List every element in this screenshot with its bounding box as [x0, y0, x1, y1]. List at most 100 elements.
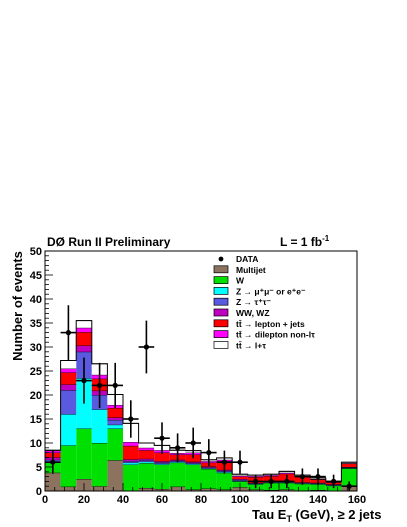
bar-segment	[107, 424, 123, 429]
legend-label: tt̄ → l+τ	[236, 340, 266, 350]
bar-segment	[169, 462, 186, 487]
bar-segment	[154, 464, 170, 490]
data-point	[279, 474, 295, 489]
bar-segment	[138, 443, 155, 448]
bar-stack-layer	[45, 320, 357, 491]
bar-segment	[123, 445, 139, 460]
bar-segment	[154, 463, 170, 465]
data-point	[123, 400, 139, 438]
y-tick-label: 35	[30, 318, 42, 330]
y-tick-label: 45	[30, 270, 42, 282]
x-axis-label-main: Tau E	[252, 507, 287, 522]
legend-label: Multijet	[236, 265, 266, 275]
bar-segment	[60, 360, 77, 369]
data-point	[169, 433, 186, 463]
legend-label: WW, WZ	[236, 308, 270, 318]
bar-segment	[201, 466, 217, 468]
bar-segment	[107, 428, 123, 461]
bar-segment	[76, 327, 92, 333]
bar-segment	[60, 384, 77, 391]
legend-item: tt̄ → lepton + jets	[213, 319, 305, 329]
y-tick-label: 5	[36, 462, 42, 474]
x-tick-label: 160	[348, 494, 366, 506]
y-tick-label: 30	[30, 342, 42, 354]
bar-segment	[247, 489, 264, 491]
data-point	[341, 481, 357, 491]
bar-segment	[154, 452, 170, 462]
data-point	[294, 468, 311, 485]
stack-total-outline	[44, 320, 358, 491]
axes-layer: 0 5 10 15 20 25 30 35 40 45 50 0 20 40 60 80 100 120 140 16…	[30, 246, 366, 506]
bar-segment	[123, 461, 139, 463]
bar-segment	[294, 483, 311, 491]
bar-segment	[201, 467, 217, 469]
legend-label: tt̄ → lepton + jets	[236, 319, 305, 329]
bar-segment	[107, 417, 123, 420]
bar-segment	[107, 407, 123, 418]
bar-segment	[201, 488, 217, 491]
x-tick-label: 100	[231, 494, 249, 506]
y-tick-label: 40	[30, 294, 42, 306]
y-tick-label: 10	[30, 438, 42, 450]
bar-segment	[60, 414, 77, 446]
luminosity-unit-superscript: -1	[322, 234, 330, 243]
luminosity-label: L = 1 fb	[280, 235, 322, 249]
chart-header-right: L = 1 fb-1	[280, 234, 330, 249]
bar-segment	[216, 489, 233, 491]
x-tick-label: 20	[78, 494, 90, 506]
bar-segment	[341, 468, 357, 487]
data-point	[60, 305, 77, 360]
x-axis-label: Tau ET (GeV), ≥ 2 jets	[252, 507, 381, 524]
legend-item: Z → μ⁺μ⁻ or e⁺e⁻	[213, 286, 306, 296]
bar-segment	[76, 345, 92, 352]
bar-segment	[107, 460, 123, 491]
x-axis-label-tail: (GeV), ≥ 2 jets	[292, 507, 382, 522]
bar-segment	[185, 464, 201, 490]
bar-segment	[76, 428, 92, 479]
bar-segment	[216, 472, 233, 490]
bar-segment	[138, 458, 155, 461]
legend-item: Multijet	[213, 265, 266, 275]
data-point	[91, 362, 108, 408]
legend-item: W	[213, 276, 245, 286]
bar-segment	[169, 486, 186, 491]
bar-segment	[76, 320, 92, 328]
bar-segment	[91, 486, 108, 491]
bar-segment	[201, 468, 217, 489]
data-point	[76, 357, 92, 404]
bar-segment	[232, 475, 248, 477]
bar-segment	[279, 471, 295, 473]
x-tick-label: 60	[156, 494, 168, 506]
legend-label: W	[236, 276, 245, 286]
legend-item: tt̄ → l+τ	[213, 340, 266, 350]
legend-swatch	[213, 287, 229, 295]
legend-label: Z → μ⁺μ⁻ or e⁺e⁻	[236, 286, 306, 296]
legend-item-data: DATA	[218, 254, 258, 264]
bar-segment	[60, 486, 77, 491]
data-point	[310, 468, 326, 485]
legend-swatch	[213, 319, 229, 328]
bar-segment	[138, 488, 155, 491]
legend-swatch	[213, 308, 229, 317]
bar-segment	[138, 447, 155, 451]
x-tick-label: 140	[309, 494, 327, 506]
bar-segment	[185, 461, 201, 463]
bar-segment	[91, 409, 108, 443]
legend-label: Z → τ⁺τ⁻	[236, 297, 271, 307]
bar-segment	[60, 368, 77, 373]
bar-segment	[185, 462, 201, 464]
bar-segment	[138, 450, 155, 459]
bar-segment	[60, 372, 77, 385]
bar-segment	[76, 332, 92, 346]
legend-label: tt̄ → dilepton non-lτ	[236, 330, 315, 340]
bar-segment	[232, 476, 248, 479]
legend-item: Z → τ⁺τ⁻	[213, 297, 271, 307]
bar-segment	[279, 472, 295, 474]
data-point	[154, 422, 170, 455]
stack-outline-layer	[44, 320, 358, 491]
y-tick-label: 50	[30, 246, 42, 258]
bar-segment	[154, 461, 170, 463]
bar-segment	[60, 390, 77, 415]
